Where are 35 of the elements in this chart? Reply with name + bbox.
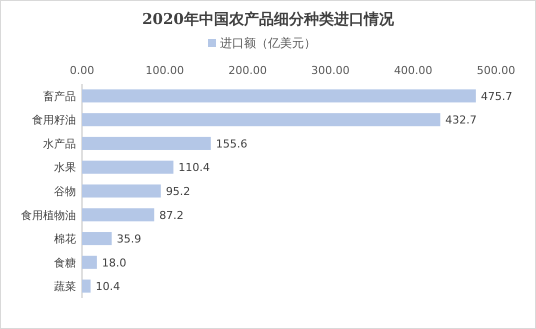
y-tick-label: 食用植物油 bbox=[21, 208, 76, 222]
x-tick-label: 200.00 bbox=[228, 64, 267, 77]
data-label: 87.2 bbox=[159, 208, 184, 222]
data-label: 432.7 bbox=[445, 114, 477, 127]
bar bbox=[82, 113, 440, 126]
bar bbox=[82, 256, 97, 269]
data-label: 110.4 bbox=[178, 161, 210, 174]
y-tick-label: 畜产品 bbox=[43, 90, 76, 103]
y-tick-label: 水果 bbox=[54, 161, 76, 174]
y-tick-label: 棉花 bbox=[54, 232, 76, 246]
bar bbox=[82, 208, 154, 222]
x-tick-label: 500.00 bbox=[476, 64, 516, 77]
bar bbox=[82, 89, 476, 102]
bar bbox=[82, 232, 112, 246]
data-label: 10.4 bbox=[96, 280, 120, 294]
y-tick-label: 蔬菜 bbox=[54, 280, 76, 294]
bar bbox=[82, 280, 91, 293]
bar bbox=[82, 184, 161, 198]
x-tick-label: 100.00 bbox=[146, 64, 184, 77]
data-label: 18.0 bbox=[102, 256, 126, 270]
data-label: 155.6 bbox=[216, 137, 248, 150]
y-tick-label: 水产品 bbox=[43, 137, 76, 150]
chart-title: 2020年中国农产品细分种类进口情况 bbox=[142, 10, 395, 28]
bar bbox=[82, 136, 211, 150]
x-tick-label: 300.00 bbox=[311, 64, 350, 77]
data-label: 35.9 bbox=[116, 232, 142, 246]
data-label: 95.2 bbox=[166, 185, 190, 198]
x-tick-label: 0.00 bbox=[70, 64, 94, 77]
bar bbox=[82, 160, 174, 174]
y-tick-label: 食糖 bbox=[54, 256, 76, 270]
y-tick-label: 食用籽油 bbox=[32, 114, 76, 127]
data-label: 475.7 bbox=[480, 90, 512, 103]
legend-label: 进口额（亿美元） bbox=[220, 36, 316, 50]
y-tick-label: 谷物 bbox=[54, 185, 76, 198]
x-tick-label: 400.00 bbox=[394, 64, 432, 77]
